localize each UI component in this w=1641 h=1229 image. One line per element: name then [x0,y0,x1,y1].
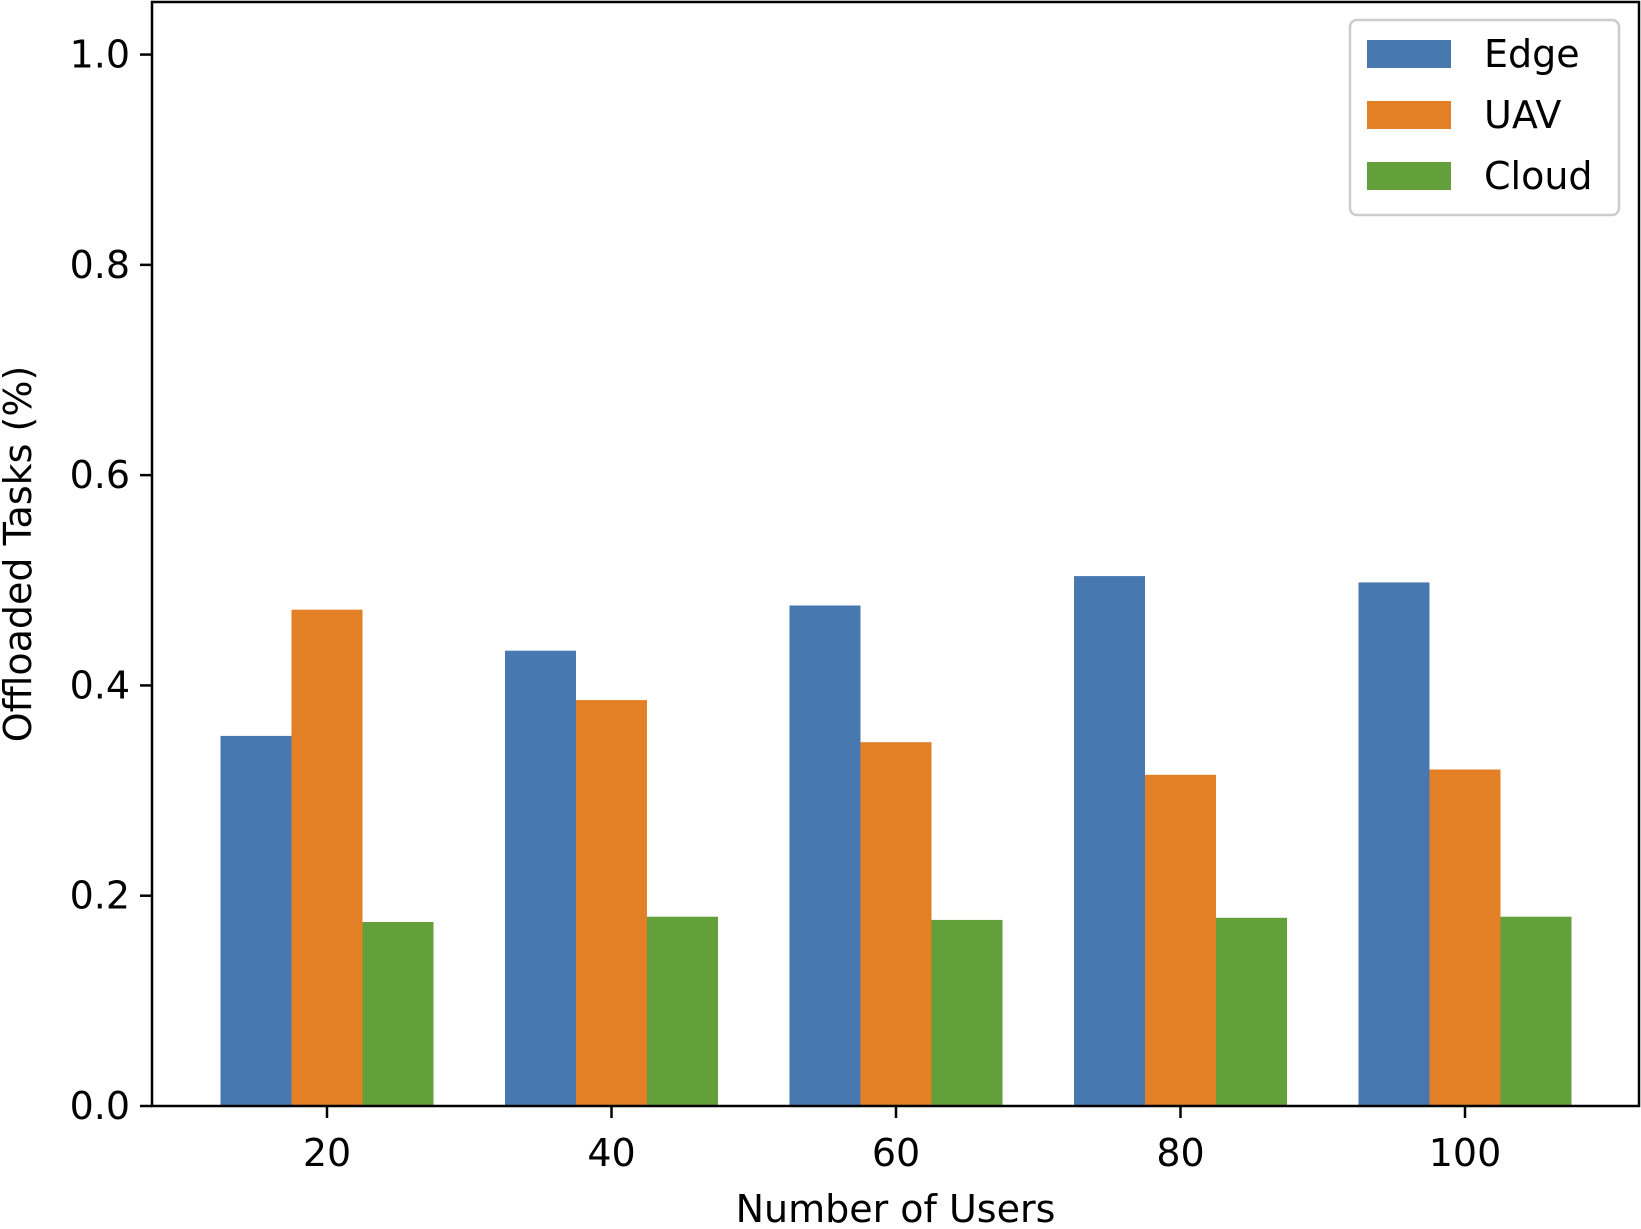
bar-uav-100 [1429,769,1501,1106]
legend-label-uav: UAV [1484,93,1561,137]
y-tick-label: 0.8 [70,243,130,287]
bar-cloud-40 [647,916,718,1106]
x-tick-label: 100 [1429,1131,1502,1175]
y-axis-label: Offloaded Tasks (%) [0,366,40,743]
bar-uav-40 [576,700,647,1106]
bar-cloud-100 [1500,916,1572,1106]
y-tick-label: 0.4 [70,663,130,707]
y-tick-label: 0.6 [70,453,130,497]
bar-edge-80 [1074,576,1145,1106]
bar-cloud-60 [931,919,1003,1106]
x-tick-label: 80 [1156,1131,1204,1175]
y-axis: 0.0 0.2 0.4 0.6 0.8 1.0 [70,33,152,1128]
legend-swatch-cloud [1367,162,1451,190]
bar-edge-60 [789,605,861,1106]
y-tick-label: 1.0 [70,33,130,77]
legend-label-edge: Edge [1484,32,1580,76]
y-tick-label: 0.2 [70,874,130,918]
plot-frame [150,0,1641,1108]
legend-swatch-uav [1367,101,1451,129]
x-axis-label: Number of Users [736,1187,1056,1229]
legend-swatch-edge [1367,40,1451,68]
bar-edge-100 [1358,582,1430,1106]
bar-cloud-20 [362,922,434,1106]
bar-uav-60 [860,742,932,1106]
legend-label-cloud: Cloud [1484,154,1593,198]
x-axis: 20 40 60 80 100 [303,1106,1501,1175]
bars-group [220,576,1572,1106]
bar-edge-20 [220,735,292,1106]
bar-edge-40 [505,650,576,1106]
x-tick-label: 40 [587,1131,635,1175]
bar-uav-80 [1145,774,1216,1106]
legend: Edge UAV Cloud [1348,18,1621,217]
bar-cloud-80 [1216,917,1287,1106]
bar-uav-20 [291,609,363,1106]
x-tick-label: 20 [303,1131,351,1175]
y-tick-label: 0.0 [70,1084,130,1128]
x-tick-label: 60 [872,1131,920,1175]
